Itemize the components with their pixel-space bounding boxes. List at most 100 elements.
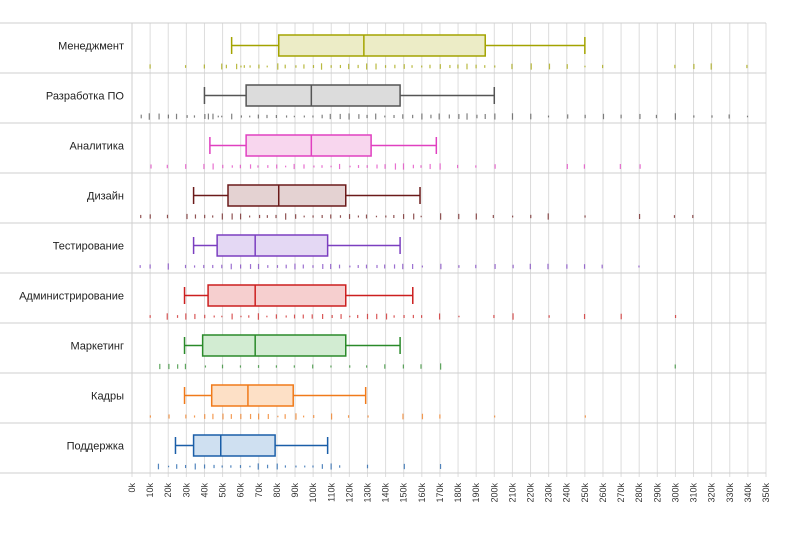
data-point (168, 414, 170, 419)
category-row: Разработка ПО (46, 84, 749, 120)
category-label: Разработка ПО (46, 91, 125, 103)
data-point (304, 465, 306, 468)
data-point (204, 414, 206, 419)
data-point (212, 215, 214, 218)
data-point (339, 113, 341, 120)
data-point (402, 364, 404, 369)
data-point (321, 214, 323, 219)
data-point (420, 364, 422, 369)
x-tick-label: 200k (489, 483, 499, 503)
data-point (175, 113, 178, 120)
data-point (148, 113, 150, 120)
data-point (439, 64, 441, 69)
data-point (330, 413, 333, 420)
data-point (338, 264, 341, 269)
data-point (367, 415, 369, 418)
data-point (194, 313, 196, 320)
data-point (239, 213, 242, 220)
data-point (140, 214, 142, 219)
data-point (257, 463, 259, 470)
box (210, 384, 294, 407)
data-point (602, 113, 605, 120)
data-point (249, 164, 252, 169)
data-point (349, 165, 351, 168)
data-point (339, 465, 341, 468)
data-point (475, 264, 477, 269)
data-point (338, 163, 341, 170)
data-point (494, 65, 496, 68)
x-tick-label: 350k (761, 483, 771, 503)
data-point (619, 163, 621, 170)
data-point (357, 314, 359, 319)
data-point (366, 63, 368, 70)
data-point (548, 63, 551, 70)
data-point (285, 315, 287, 318)
data-point (402, 214, 405, 219)
data-point (402, 413, 404, 420)
data-point (248, 315, 250, 318)
data-point (149, 214, 151, 219)
x-tick-label: 300k (670, 483, 680, 503)
data-point (213, 315, 215, 318)
data-point (294, 263, 296, 270)
x-tick-label: 330k (725, 483, 735, 503)
box (245, 134, 372, 157)
data-point (203, 64, 205, 69)
data-point (511, 113, 514, 120)
data-point (673, 215, 676, 218)
data-point (303, 215, 305, 218)
data-point (240, 413, 242, 420)
data-point (674, 64, 676, 69)
data-point (221, 63, 223, 70)
data-point (494, 264, 496, 269)
data-point (236, 63, 238, 70)
data-point (439, 414, 441, 419)
data-point (203, 264, 205, 269)
data-point (194, 214, 197, 219)
data-point (312, 115, 314, 118)
data-point (692, 214, 694, 219)
data-point (185, 164, 187, 169)
data-point (349, 265, 351, 268)
data-point (158, 113, 160, 120)
data-point (284, 64, 286, 69)
data-point (302, 264, 304, 269)
data-point (349, 365, 351, 368)
data-point (402, 114, 404, 119)
data-point (484, 113, 486, 120)
data-point (203, 163, 205, 170)
data-point (674, 315, 677, 318)
data-point (312, 364, 314, 369)
data-point (193, 265, 196, 268)
x-tick-label: 290k (652, 483, 662, 503)
data-point (240, 315, 242, 318)
data-point (230, 263, 232, 270)
category-row: Маркетинг (71, 334, 676, 370)
data-point (674, 113, 676, 120)
data-point (420, 165, 422, 168)
data-point (357, 265, 359, 268)
x-tick-label: 70k (254, 483, 264, 498)
data-point (429, 64, 431, 69)
data-point (584, 215, 586, 218)
data-point (257, 365, 260, 368)
data-point (203, 464, 206, 469)
data-point (149, 415, 151, 418)
data-point (728, 114, 730, 119)
data-point (204, 214, 206, 219)
data-point (547, 213, 549, 220)
data-point (221, 364, 224, 369)
x-tick-label: 170k (435, 483, 445, 503)
category-row: Аналитика (70, 134, 641, 170)
box (201, 334, 347, 357)
data-point (365, 264, 368, 269)
x-tick-label: 320k (707, 483, 717, 503)
data-point (547, 115, 550, 118)
data-point (231, 165, 233, 168)
category-row: Кадры (91, 384, 586, 420)
box (227, 184, 347, 207)
data-point (239, 465, 242, 468)
data-point (149, 64, 151, 69)
data-point (349, 315, 351, 318)
data-point (421, 65, 423, 68)
